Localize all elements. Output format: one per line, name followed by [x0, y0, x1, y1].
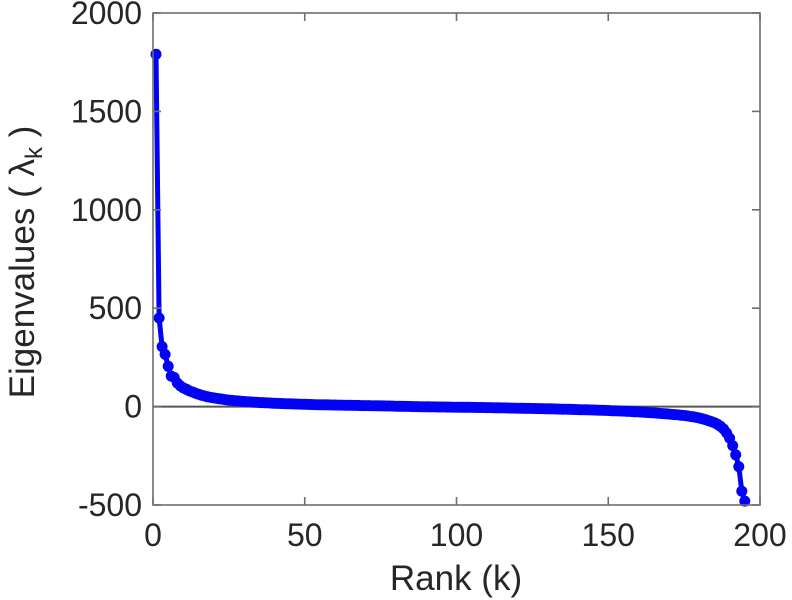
- data-point-marker: [159, 348, 171, 360]
- x-tick-label: 50: [287, 517, 323, 553]
- x-axis-label: Rank (k): [390, 559, 522, 598]
- y-tick-label: 1000: [71, 192, 142, 228]
- x-tick-label: 150: [582, 517, 635, 553]
- y-tick-label: 500: [89, 290, 142, 326]
- plot-border: [152, 12, 761, 506]
- data-point-marker: [150, 48, 162, 60]
- y-tick-label: 2000: [71, 0, 142, 31]
- x-tick-label: 100: [430, 517, 483, 553]
- data-point-marker: [730, 449, 742, 461]
- y-tick-label: 1500: [71, 93, 142, 129]
- data-point-marker: [727, 440, 739, 452]
- y-tick-label: -500: [78, 487, 142, 523]
- series-line: [153, 51, 748, 504]
- axes-box: [152, 12, 761, 506]
- x-tick-labels: 0 50 100 150 200: [144, 517, 787, 553]
- data-point-marker: [739, 495, 751, 507]
- data-point-marker: [153, 312, 165, 324]
- y-tick-labels: -500 0 500 1000 1500 2000: [71, 0, 142, 523]
- data-point-marker: [736, 485, 748, 497]
- y-tick-label: 0: [124, 389, 142, 425]
- x-tick-label: 0: [144, 517, 162, 553]
- x-tick-label: 200: [733, 517, 786, 553]
- data-point-marker: [162, 360, 174, 372]
- y-axis-label: Eigenvalues ( λk ): [3, 126, 48, 399]
- data-point-marker: [733, 461, 745, 473]
- data-series: [150, 48, 751, 507]
